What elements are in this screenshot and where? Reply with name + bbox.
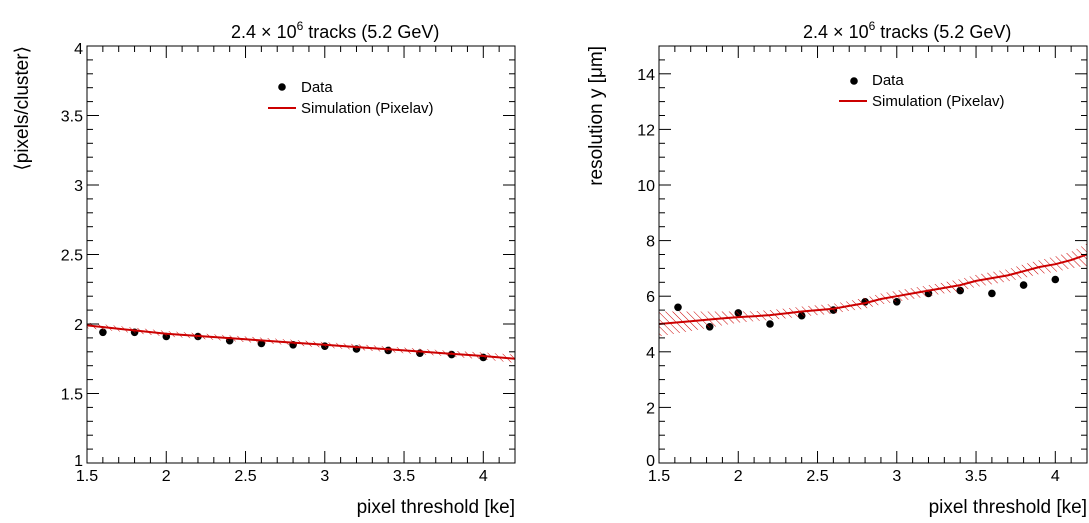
right-x-tick-label: 4 — [1051, 468, 1060, 485]
right-legend-sim-label: Simulation (Pixelav) — [872, 93, 1005, 110]
left-legend-sim-label: Simulation (Pixelav) — [301, 100, 434, 117]
left-y-tick-label: 2 — [74, 317, 83, 334]
right-legend: Data Simulation (Pixelav) — [839, 72, 1005, 110]
right-sim-line — [659, 253, 1087, 325]
right-y-axis-label: resolution y [μm] — [586, 46, 607, 186]
left-x-tick-label: 1.5 — [76, 468, 98, 485]
right-y-tick-label: 12 — [637, 122, 655, 139]
right-data-point — [988, 289, 996, 298]
right-y-tick-label: 14 — [637, 67, 655, 84]
left-sim-line — [87, 324, 515, 360]
left-y-tick-label: 4 — [74, 41, 83, 58]
right-data-point — [1019, 281, 1028, 289]
left-y-axis-label: ⟨pixels/cluster⟩ — [12, 46, 33, 171]
left-title: 2.4 × 106 tracks (5.2 GeV) — [231, 19, 439, 42]
right-title: 2.4 × 106 tracks (5.2 GeV) — [803, 19, 1011, 42]
right-y-tick-label: 10 — [637, 178, 655, 195]
left-y-tick-label: 2.5 — [61, 248, 83, 265]
left-y-tick-label: 3 — [74, 178, 83, 195]
left-axes: 1.5 2 2.5 3 3.5 411.522.533.54 — [61, 41, 516, 485]
right-plot-content — [659, 243, 1087, 337]
left-legend-data-label: Data — [301, 79, 333, 96]
right-data-point — [1051, 275, 1060, 284]
left-panel: 2.4 × 106 tracks (5.2 GeV) 1.5 2 2.5 3 3.5 4 1… — [12, 19, 516, 518]
right-x-tick-label: 3.5 — [965, 468, 987, 485]
right-sim-uncertainty-band — [659, 243, 1087, 337]
left-plot-content — [87, 322, 515, 363]
left-y-tick-label: 1.5 — [61, 387, 83, 404]
right-y-tick-label: 4 — [646, 345, 655, 362]
left-x-tick-label: 3 — [320, 468, 329, 485]
right-x-tick-label: 1.5 — [648, 468, 670, 485]
right-x-tick-label: 3 — [892, 468, 901, 485]
left-legend: Data Simulation (Pixelav) — [268, 79, 434, 117]
right-y-tick-label: 6 — [646, 289, 655, 306]
left-data-point — [99, 328, 107, 337]
right-x-axis-label: pixel threshold [ke] — [929, 497, 1087, 518]
right-y-tick-label: 8 — [646, 234, 655, 251]
left-y-tick-label: 1 — [74, 453, 83, 470]
left-x-axis-label: pixel threshold [ke] — [357, 497, 515, 518]
left-legend-data-marker — [278, 83, 286, 91]
right-legend-data-label: Data — [872, 72, 904, 89]
right-panel: 2.4 × 106 tracks (5.2 GeV) 1.5 2 2.5 3 3.5 4 0… — [586, 19, 1088, 518]
left-x-tick-label: 4 — [479, 468, 488, 485]
right-legend-data-marker — [850, 77, 858, 85]
right-data-point — [674, 303, 682, 312]
right-axes: 1.5 2 2.5 3 3.5 4 0 2 4 6 8 10 12 14 — [637, 45, 1088, 485]
right-y-tick-label: 2 — [646, 400, 655, 417]
left-x-tick-label: 2 — [162, 468, 171, 485]
left-y-tick-label: 3.5 — [61, 109, 83, 126]
right-data-point — [766, 320, 774, 328]
right-x-tick-label: 2 — [734, 468, 743, 485]
left-x-tick-label: 3.5 — [393, 468, 415, 485]
right-y-tick-label: 0 — [646, 453, 655, 470]
right-x-tick-label: 2.5 — [806, 468, 828, 485]
left-x-tick-label: 2.5 — [234, 468, 256, 485]
